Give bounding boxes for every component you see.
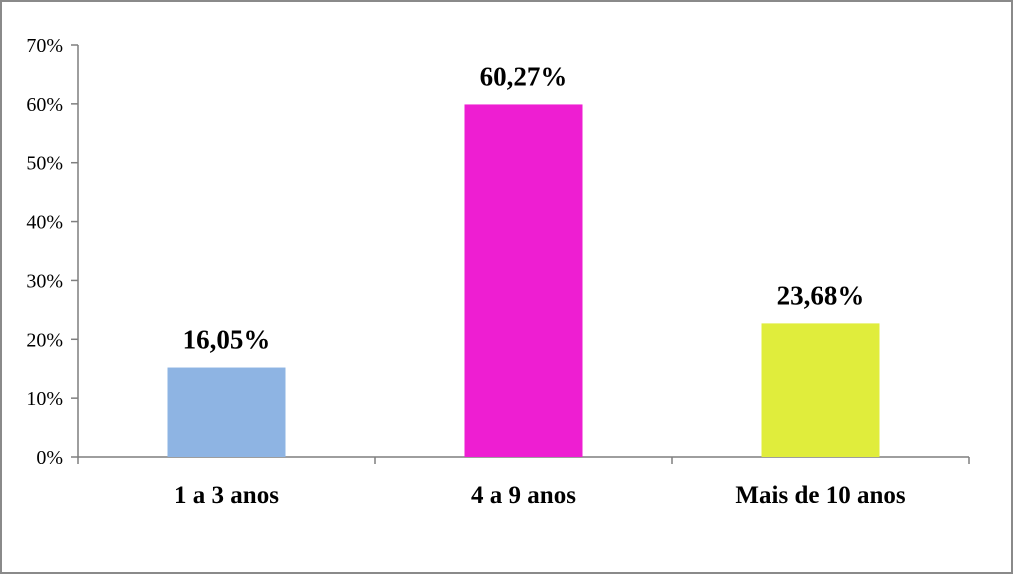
y-tick-label: 30% xyxy=(26,270,63,292)
bars xyxy=(167,104,880,458)
data-labels: 16,05% 60,27% 23,68% xyxy=(183,61,865,354)
y-tick-label: 10% xyxy=(26,388,63,410)
bar-2 xyxy=(464,104,583,458)
category-labels: 1 a 3 anos 4 a 9 anos Mais de 10 anos xyxy=(174,482,906,509)
y-tick-label: 70% xyxy=(26,35,63,57)
bar-1 xyxy=(167,367,286,457)
y-tick-label: 20% xyxy=(26,329,63,351)
y-tick-label: 50% xyxy=(26,153,63,175)
data-label-3: 23,68% xyxy=(777,280,865,310)
y-tick-label: 40% xyxy=(26,212,63,234)
category-label-2: 4 a 9 anos xyxy=(471,482,576,509)
y-tick-label: 60% xyxy=(26,94,63,116)
y-tick-label: 0% xyxy=(36,447,63,469)
data-label-2: 60,27% xyxy=(480,61,568,91)
category-label-3: Mais de 10 anos xyxy=(735,482,905,509)
data-label-1: 16,05% xyxy=(183,325,271,355)
y-axis: 0% 10% 20% 30% 40% 50% 60% 70% xyxy=(26,35,79,469)
category-label-1: 1 a 3 anos xyxy=(174,482,279,509)
bar-3 xyxy=(761,323,880,457)
